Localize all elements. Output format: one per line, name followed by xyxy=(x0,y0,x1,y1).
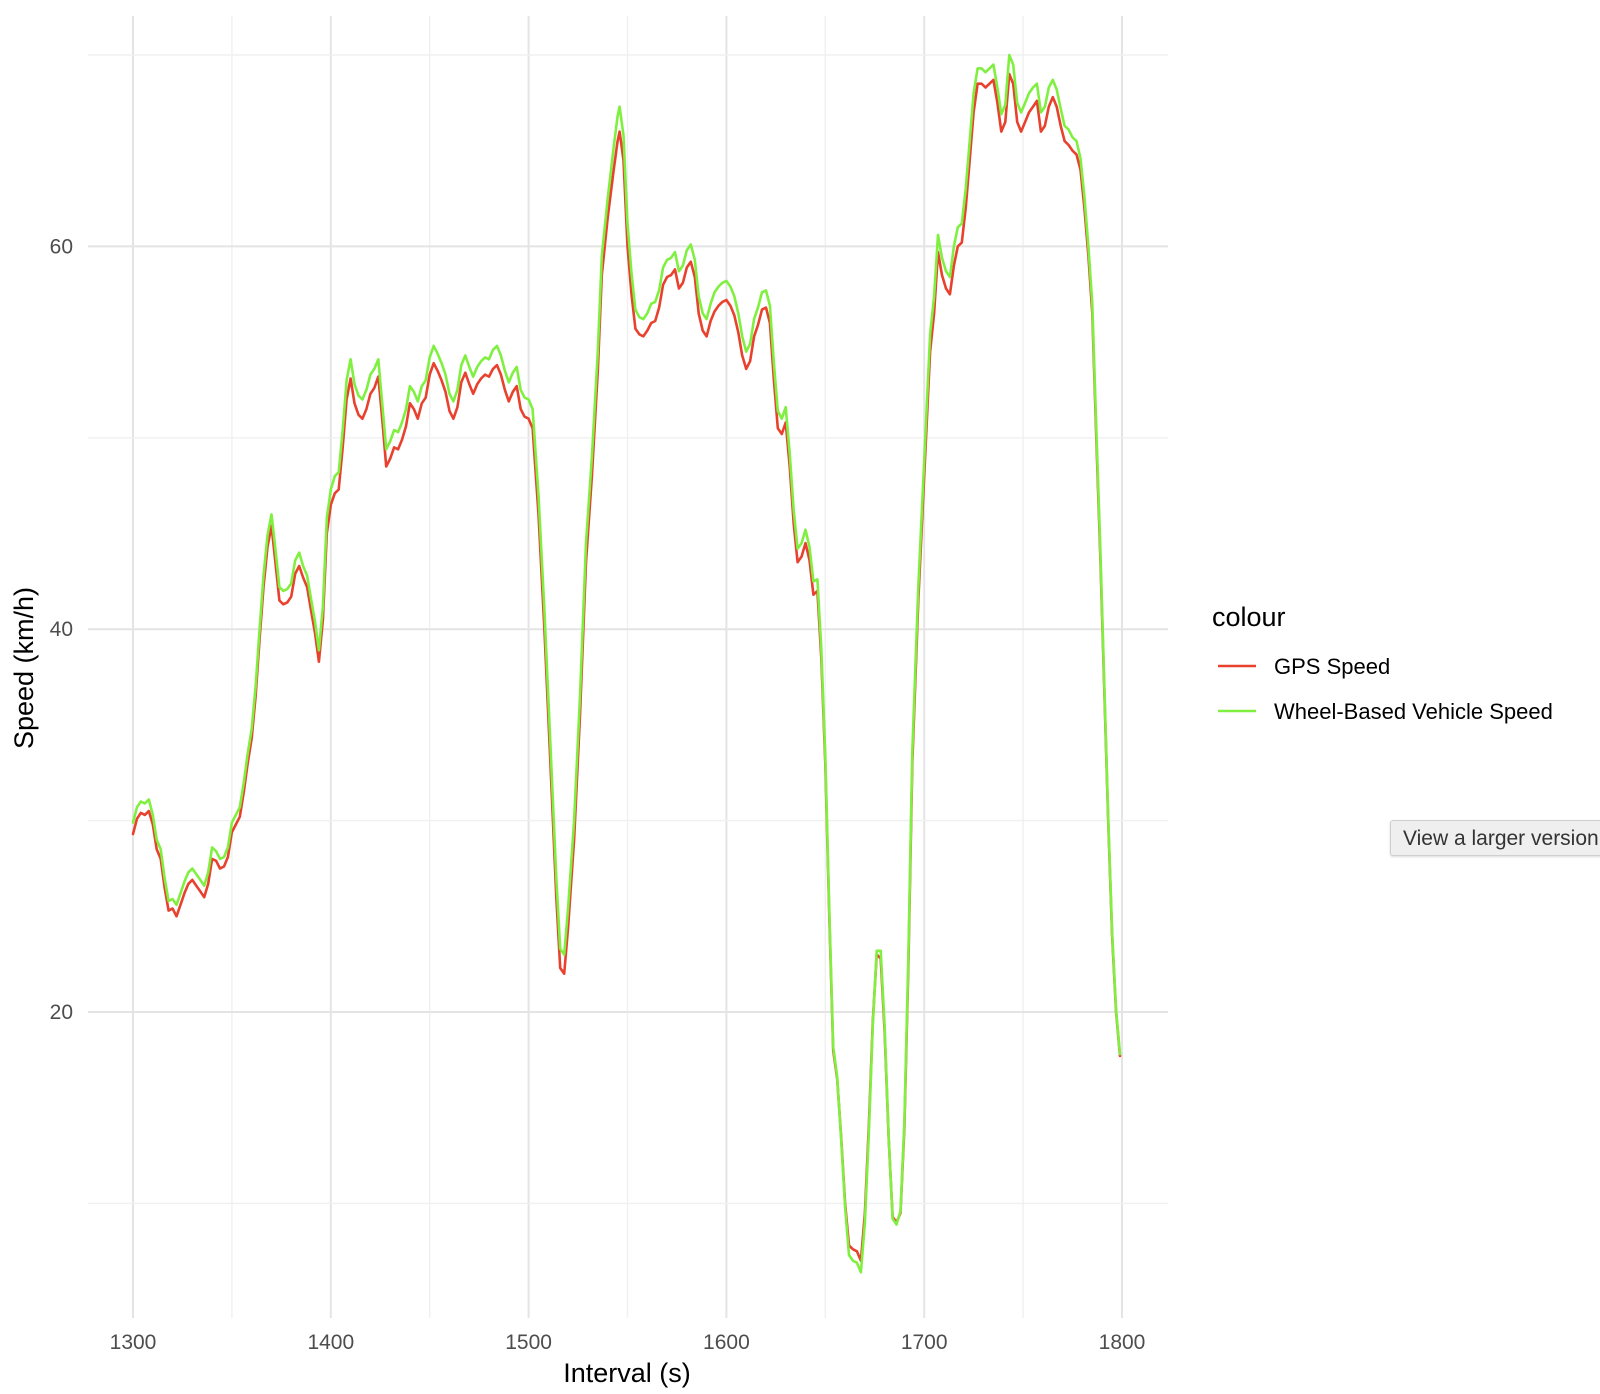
series-lines xyxy=(131,53,1122,1274)
x-tick-label: 1600 xyxy=(703,1331,750,1354)
y-axis-ticks: 20 40 60 xyxy=(50,235,73,1024)
x-tick-label: 1300 xyxy=(110,1331,157,1354)
legend-label: Wheel-Based Vehicle Speed xyxy=(1274,699,1553,724)
y-tick-label: 60 xyxy=(50,235,73,258)
view-larger-version-button[interactable]: View a larger version xyxy=(1390,820,1600,856)
x-tick-label: 1800 xyxy=(1099,1331,1146,1354)
series-line-wheel-speed xyxy=(131,53,1122,1274)
legend-title: colour xyxy=(1212,602,1286,632)
legend: colour GPS Speed Wheel-Based Vehicle Spee… xyxy=(1212,602,1553,724)
x-axis-ticks: 1300 1400 1500 1600 1700 1800 xyxy=(110,1331,1146,1354)
x-tick-label: 1700 xyxy=(901,1331,948,1354)
y-tick-label: 40 xyxy=(50,618,73,641)
x-axis-title: Interval (s) xyxy=(563,1358,691,1388)
x-tick-label: 1500 xyxy=(505,1331,552,1354)
y-axis-title: Speed (km/h) xyxy=(9,587,39,749)
x-tick-label: 1400 xyxy=(307,1331,354,1354)
legend-label: GPS Speed xyxy=(1274,654,1390,679)
y-tick-label: 20 xyxy=(50,1001,73,1024)
series-line-gps-speed xyxy=(131,72,1122,1263)
